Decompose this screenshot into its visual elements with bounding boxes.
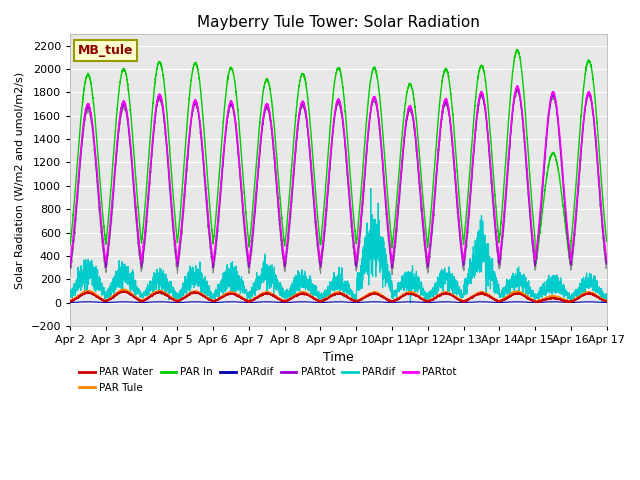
Legend: PAR Water, PAR Tule, PAR In, PARdif, PARtot, PARdif, PARtot: PAR Water, PAR Tule, PAR In, PARdif, PAR… — [76, 363, 461, 397]
Title: Mayberry Tule Tower: Solar Radiation: Mayberry Tule Tower: Solar Radiation — [197, 15, 480, 30]
Y-axis label: Solar Radiation (W/m2 and umol/m2/s): Solar Radiation (W/m2 and umol/m2/s) — [15, 72, 25, 288]
Text: MB_tule: MB_tule — [78, 44, 134, 57]
X-axis label: Time: Time — [323, 351, 354, 364]
